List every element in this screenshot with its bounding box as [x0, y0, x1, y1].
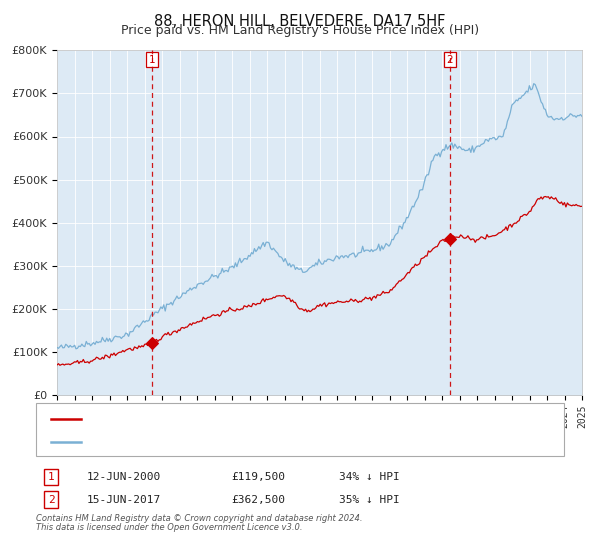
Text: HPI: Average price, detached house, Bexley: HPI: Average price, detached house, Bexl… [87, 436, 349, 446]
Text: 2: 2 [47, 494, 55, 505]
Text: 34% ↓ HPI: 34% ↓ HPI [339, 472, 400, 482]
Point [445, 234, 455, 243]
Text: 12-JUN-2000: 12-JUN-2000 [87, 472, 161, 482]
Text: Contains HM Land Registry data © Crown copyright and database right 2024.: Contains HM Land Registry data © Crown c… [36, 514, 362, 523]
Text: 15-JUN-2017: 15-JUN-2017 [87, 494, 161, 505]
Text: Price paid vs. HM Land Registry's House Price Index (HPI): Price paid vs. HM Land Registry's House … [121, 24, 479, 37]
Text: 1: 1 [149, 55, 155, 65]
Text: This data is licensed under the Open Government Licence v3.0.: This data is licensed under the Open Gov… [36, 523, 302, 532]
Point [148, 339, 157, 348]
Text: £119,500: £119,500 [231, 472, 285, 482]
Text: 88, HERON HILL, BELVEDERE, DA17 5HF: 88, HERON HILL, BELVEDERE, DA17 5HF [154, 14, 446, 29]
Text: 1: 1 [47, 472, 55, 482]
Text: 35% ↓ HPI: 35% ↓ HPI [339, 494, 400, 505]
Text: 2: 2 [446, 55, 453, 65]
Text: 88, HERON HILL, BELVEDERE, DA17 5HF (detached house): 88, HERON HILL, BELVEDERE, DA17 5HF (det… [87, 414, 412, 424]
Text: £362,500: £362,500 [231, 494, 285, 505]
